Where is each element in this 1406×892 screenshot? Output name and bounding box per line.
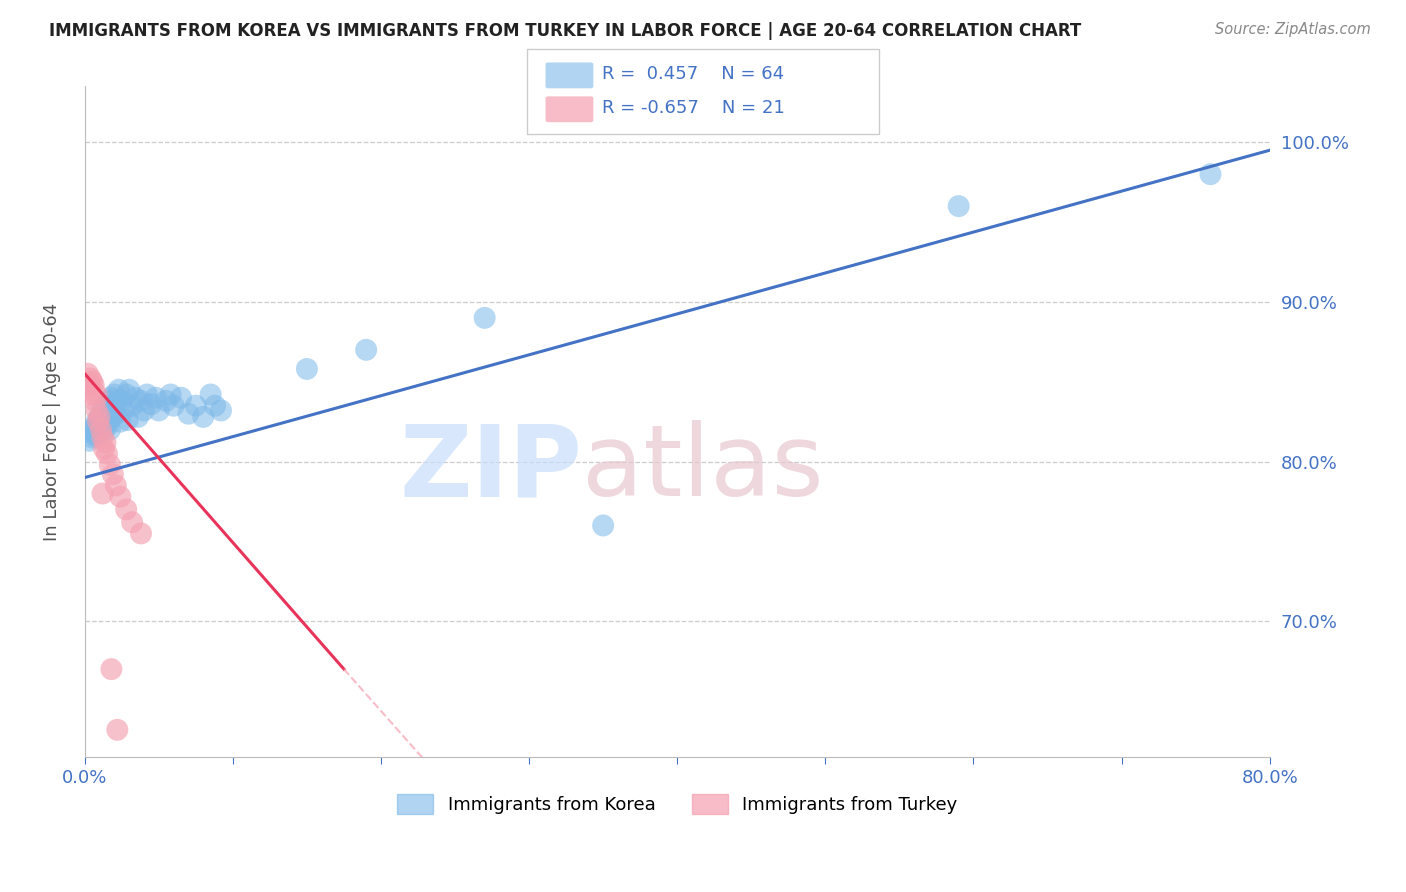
Immigrants from Turkey — [79, 371, 101, 385]
Immigrants from Korea — [91, 413, 114, 427]
Immigrants from Korea — [295, 362, 318, 376]
Text: IMMIGRANTS FROM KOREA VS IMMIGRANTS FROM TURKEY IN LABOR FORCE | AGE 20-64 CORRE: IMMIGRANTS FROM KOREA VS IMMIGRANTS FROM… — [49, 22, 1081, 40]
Immigrants from Turkey — [104, 478, 127, 492]
Immigrants from Korea — [110, 415, 132, 429]
Immigrants from Turkey — [90, 423, 112, 437]
Immigrants from Turkey — [91, 431, 114, 445]
Immigrants from Turkey — [86, 403, 108, 417]
Text: R =  0.457    N = 64: R = 0.457 N = 64 — [602, 65, 785, 83]
Text: ZIP: ZIP — [399, 420, 582, 517]
Text: Source: ZipAtlas.com: Source: ZipAtlas.com — [1215, 22, 1371, 37]
Immigrants from Turkey — [82, 375, 104, 389]
Immigrants from Korea — [100, 391, 122, 405]
Immigrants from Korea — [127, 409, 149, 424]
Immigrants from Korea — [91, 403, 114, 417]
Immigrants from Turkey — [94, 435, 117, 450]
Immigrants from Turkey — [86, 387, 108, 401]
Y-axis label: In Labor Force | Age 20-64: In Labor Force | Age 20-64 — [44, 302, 60, 541]
Immigrants from Turkey — [129, 526, 152, 541]
Immigrants from Korea — [209, 403, 232, 417]
Immigrants from Turkey — [83, 378, 105, 392]
Immigrants from Korea — [948, 199, 970, 213]
Immigrants from Korea — [136, 387, 159, 401]
Immigrants from Turkey — [96, 447, 118, 461]
Immigrants from Korea — [94, 417, 117, 431]
Immigrants from Korea — [87, 427, 110, 442]
Immigrants from Korea — [96, 407, 118, 421]
Immigrants from Korea — [118, 383, 141, 397]
Immigrants from Korea — [162, 399, 184, 413]
Immigrants from Korea — [104, 407, 127, 421]
Immigrants from Korea — [86, 415, 108, 429]
Immigrants from Korea — [177, 407, 200, 421]
Immigrants from Korea — [89, 409, 111, 424]
Immigrants from Korea — [124, 391, 146, 405]
Immigrants from Turkey — [77, 378, 100, 392]
Immigrants from Korea — [111, 393, 134, 408]
Immigrants from Korea — [101, 399, 124, 413]
Immigrants from Korea — [145, 391, 167, 405]
Immigrants from Korea — [94, 399, 117, 413]
Immigrants from Korea — [148, 403, 170, 417]
Immigrants from Korea — [96, 419, 118, 434]
Immigrants from Korea — [93, 409, 115, 424]
Immigrants from Korea — [89, 419, 111, 434]
Immigrants from Korea — [170, 391, 193, 405]
Immigrants from Korea — [82, 431, 104, 445]
Immigrants from Korea — [117, 413, 139, 427]
Immigrants from Korea — [129, 393, 152, 408]
Immigrants from Korea — [159, 387, 181, 401]
Immigrants from Korea — [474, 310, 496, 325]
Immigrants from Turkey — [110, 490, 132, 504]
Immigrants from Korea — [354, 343, 377, 357]
Immigrants from Turkey — [121, 515, 143, 529]
Immigrants from Turkey — [87, 415, 110, 429]
Immigrants from Korea — [184, 399, 207, 413]
Immigrants from Korea — [592, 518, 614, 533]
Immigrants from Korea — [155, 393, 177, 408]
Immigrants from Korea — [98, 423, 121, 437]
Immigrants from Turkey — [105, 723, 128, 737]
Immigrants from Korea — [105, 393, 128, 408]
Immigrants from Korea — [107, 383, 129, 397]
Immigrants from Korea — [83, 425, 105, 440]
Text: R = -0.657    N = 21: R = -0.657 N = 21 — [602, 99, 785, 117]
Immigrants from Turkey — [115, 502, 138, 516]
Immigrants from Korea — [121, 399, 143, 413]
Immigrants from Korea — [200, 387, 222, 401]
Immigrants from Turkey — [101, 467, 124, 482]
Immigrants from Korea — [97, 415, 120, 429]
Immigrants from Korea — [112, 403, 135, 417]
Immigrants from Korea — [132, 403, 155, 417]
Text: atlas: atlas — [582, 420, 824, 517]
Immigrants from Korea — [87, 417, 110, 432]
Immigrants from Korea — [98, 401, 121, 416]
Immigrants from Korea — [141, 397, 163, 411]
Immigrants from Turkey — [84, 393, 107, 408]
Immigrants from Korea — [103, 387, 125, 401]
Immigrants from Korea — [82, 423, 104, 437]
Immigrants from Korea — [77, 434, 100, 448]
Immigrants from Turkey — [76, 367, 98, 381]
Immigrants from Korea — [97, 393, 120, 408]
Immigrants from Korea — [90, 415, 112, 429]
Immigrants from Turkey — [91, 486, 114, 500]
Immigrants from Korea — [204, 399, 226, 413]
Immigrants from Korea — [115, 387, 138, 401]
Immigrants from Korea — [86, 424, 108, 438]
Immigrants from Turkey — [98, 458, 121, 472]
Immigrants from Korea — [101, 409, 124, 424]
Immigrants from Turkey — [93, 442, 115, 456]
Immigrants from Turkey — [100, 662, 122, 676]
Immigrants from Korea — [1199, 167, 1222, 181]
Legend: Immigrants from Korea, Immigrants from Turkey: Immigrants from Korea, Immigrants from T… — [389, 787, 965, 822]
Immigrants from Korea — [93, 423, 115, 437]
Immigrants from Korea — [90, 424, 112, 438]
Immigrants from Korea — [193, 409, 215, 424]
Immigrants from Turkey — [82, 387, 104, 401]
Immigrants from Korea — [84, 419, 107, 434]
Immigrants from Korea — [84, 429, 107, 443]
Immigrants from Turkey — [89, 409, 111, 424]
